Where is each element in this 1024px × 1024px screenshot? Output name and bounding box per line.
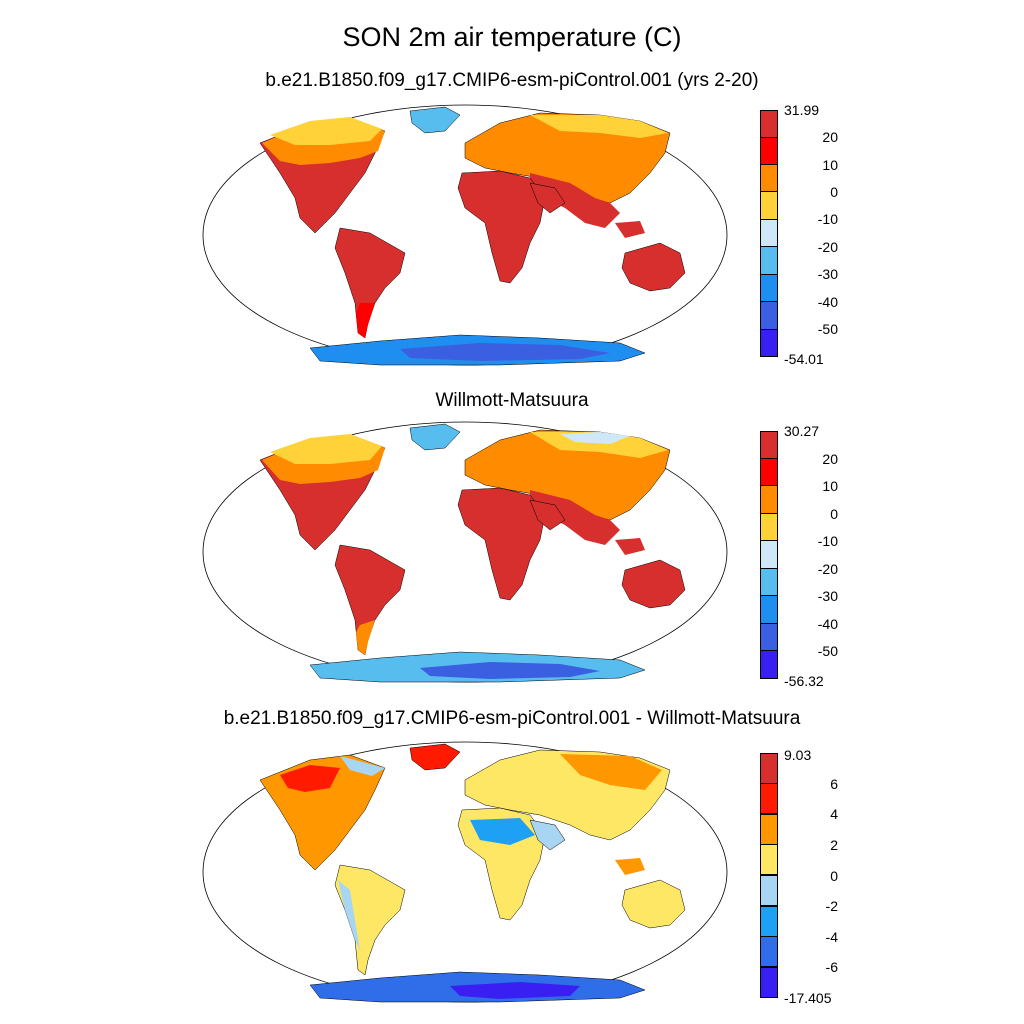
colorbar-label: 0 bbox=[830, 506, 838, 522]
colorbar-segment bbox=[760, 301, 778, 330]
colorbar-segment bbox=[760, 431, 778, 459]
colorbar-segment bbox=[760, 906, 778, 937]
colorbar-segment bbox=[760, 568, 778, 596]
colorbar-label: -20 bbox=[817, 561, 838, 577]
colorbar-label: -2 bbox=[825, 898, 838, 914]
colorbar-label: -54.01 bbox=[784, 351, 824, 367]
colorbar-label: 6 bbox=[830, 776, 838, 792]
panel-1-title: b.e21.B1850.f09_g17.CMIP6-esm-piControl.… bbox=[265, 70, 759, 91]
indonesia bbox=[615, 858, 645, 875]
colorbar-segment bbox=[760, 274, 778, 302]
colorbar-segment bbox=[760, 875, 778, 906]
colorbar-label: 30.27 bbox=[784, 423, 820, 439]
colorbar-segment bbox=[760, 753, 778, 784]
colorbar-segment bbox=[760, 650, 778, 679]
greenland bbox=[409, 743, 461, 771]
colorbar-label: 10 bbox=[822, 157, 838, 173]
colorbar-label: -10 bbox=[817, 533, 838, 549]
colorbar-label: 4 bbox=[830, 806, 838, 822]
andes-cool bbox=[338, 880, 360, 950]
south-america-south bbox=[356, 303, 375, 338]
colorbar-label: 20 bbox=[822, 451, 838, 467]
colorbar-label: -40 bbox=[817, 294, 838, 310]
panel-2-title: Willmott-Matsuura bbox=[435, 390, 589, 411]
colorbar-label: -4 bbox=[825, 929, 838, 945]
south-america-south bbox=[356, 620, 375, 655]
eurasia-north bbox=[530, 115, 668, 138]
indonesia bbox=[615, 221, 645, 238]
colorbar-segment bbox=[760, 936, 778, 967]
antarctica-interior bbox=[420, 662, 600, 679]
colorbar-segment bbox=[760, 137, 778, 165]
asia-south bbox=[530, 490, 620, 545]
colorbar-segment bbox=[760, 191, 778, 220]
siberia-warm bbox=[560, 754, 662, 790]
colorbar-segment bbox=[760, 164, 778, 192]
panel-1-colorbar: 31.99 20 10 0 -10 -20 -30 -40 -50 -54.01 bbox=[760, 102, 838, 367]
panel-3-title: b.e21.B1850.f09_g17.CMIP6-esm-piControl.… bbox=[223, 708, 801, 729]
colorbar-label: -6 bbox=[825, 959, 838, 975]
colorbar-segment bbox=[760, 329, 778, 357]
colorbar-segment bbox=[760, 783, 778, 814]
arabia bbox=[529, 182, 566, 214]
colorbar-label: -20 bbox=[817, 239, 838, 255]
colorbar-label: 0 bbox=[830, 868, 838, 884]
colorbar-segment bbox=[760, 485, 778, 514]
arabia bbox=[529, 499, 566, 531]
colorbar-label: 31.99 bbox=[784, 102, 820, 118]
colorbar-label: -50 bbox=[817, 643, 838, 659]
australia bbox=[621, 559, 686, 609]
africa bbox=[457, 487, 546, 601]
greenland bbox=[409, 423, 461, 451]
colorbar-label: -40 bbox=[817, 616, 838, 632]
eurasia-north bbox=[530, 432, 668, 458]
colorbar-segment bbox=[760, 110, 778, 138]
panel-2-colorbar: 30.27 20 10 0 -10 -20 -30 -40 -50 -56.32 bbox=[760, 423, 838, 689]
colorbar-segment bbox=[760, 219, 778, 247]
panel-2-map bbox=[202, 421, 728, 683]
colorbar-segment bbox=[760, 967, 778, 998]
colorbar-label: 9.03 bbox=[784, 747, 812, 763]
arabia bbox=[529, 819, 566, 851]
colorbar-label: -50 bbox=[817, 321, 838, 337]
africa bbox=[457, 170, 546, 284]
colorbar-label: -30 bbox=[817, 266, 838, 282]
antarctica-interior bbox=[450, 982, 580, 999]
colorbar-segment bbox=[760, 844, 778, 875]
panel-3-colorbar: 9.03 6 4 2 0 -2 -4 -6 -17.405 bbox=[760, 747, 838, 1006]
colorbar-label: 2 bbox=[830, 837, 838, 853]
canada-arctic bbox=[340, 756, 385, 776]
asia-south bbox=[530, 173, 620, 228]
greenland bbox=[409, 106, 461, 134]
indonesia bbox=[615, 538, 645, 555]
panel-1-map bbox=[202, 104, 728, 366]
colorbar-label: 0 bbox=[830, 184, 838, 200]
colorbar-segment bbox=[760, 458, 778, 486]
colorbar-segment bbox=[760, 540, 778, 569]
panel-3-map bbox=[202, 741, 728, 1003]
colorbar-label: -10 bbox=[817, 211, 838, 227]
colorbar-label: -30 bbox=[817, 588, 838, 604]
colorbar-label: 10 bbox=[822, 478, 838, 494]
siberia-cold bbox=[560, 432, 630, 444]
antarctica-interior bbox=[400, 343, 610, 361]
north-america-cold bbox=[270, 434, 382, 464]
north-america-cold bbox=[270, 117, 382, 145]
north-america-warm bbox=[280, 765, 340, 792]
colorbar-segment bbox=[760, 246, 778, 275]
colorbar-segment bbox=[760, 623, 778, 651]
colorbar-label: 20 bbox=[822, 129, 838, 145]
colorbar-segment bbox=[760, 513, 778, 541]
colorbar-label: -56.32 bbox=[784, 673, 824, 689]
figure-title: SON 2m air temperature (C) bbox=[342, 22, 682, 52]
colorbar-segment bbox=[760, 595, 778, 624]
australia bbox=[621, 879, 686, 929]
colorbar-label: -17.405 bbox=[784, 990, 832, 1006]
colorbar-segment bbox=[760, 814, 778, 845]
australia bbox=[621, 242, 686, 292]
sahara-cool bbox=[470, 818, 535, 845]
